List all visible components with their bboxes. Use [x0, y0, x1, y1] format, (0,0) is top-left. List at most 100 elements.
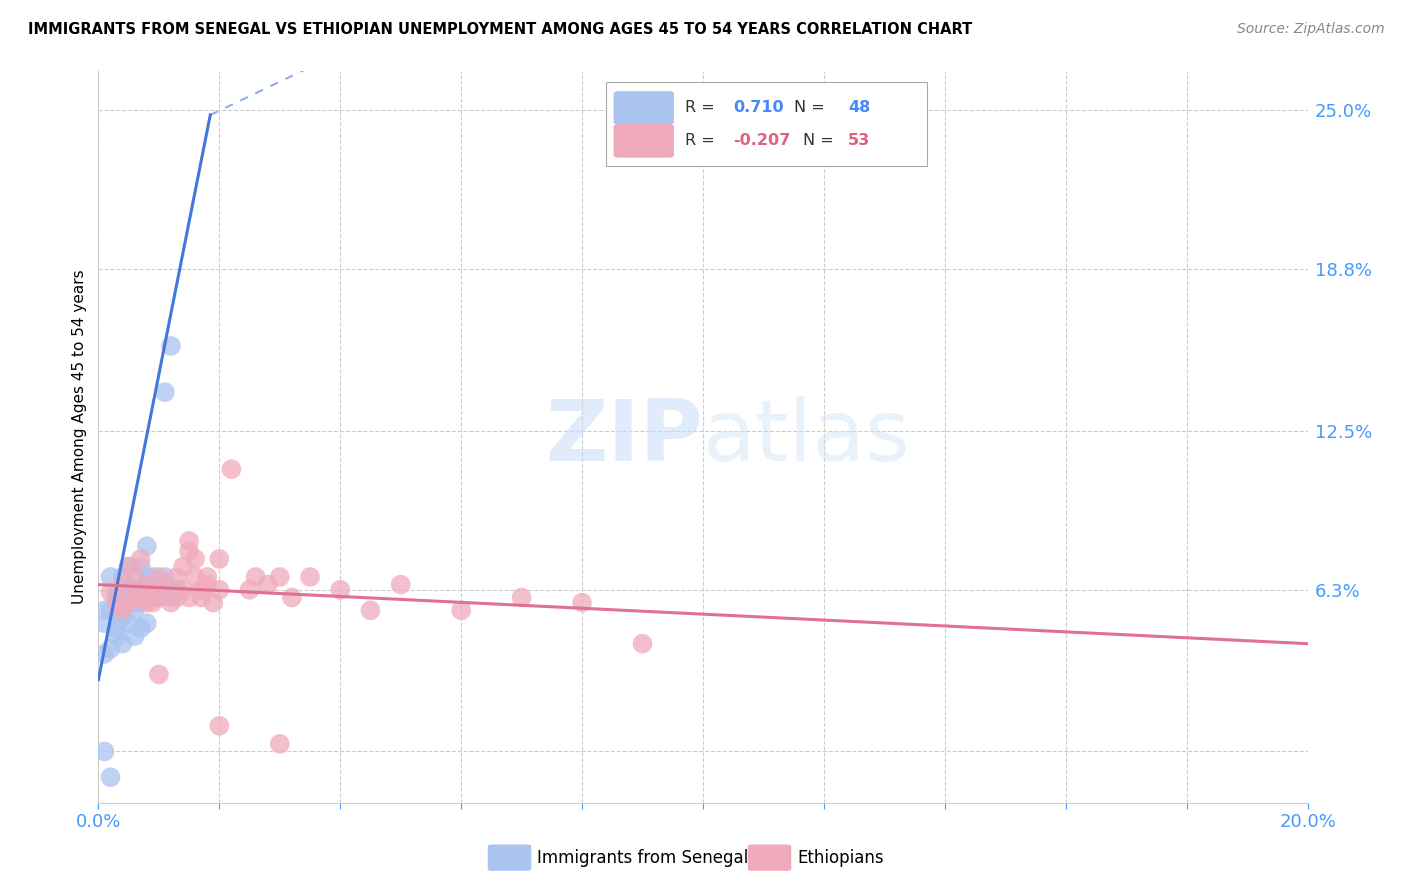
- FancyBboxPatch shape: [613, 124, 673, 158]
- Point: [100, 585, 122, 599]
- Point: [118, 596, 141, 610]
- FancyBboxPatch shape: [613, 91, 673, 125]
- Point: [172, 559, 194, 574]
- Point: [111, 611, 134, 625]
- Text: IMMIGRANTS FROM SENEGAL VS ETHIOPIAN UNEMPLOYMENT AMONG AGES 45 TO 54 YEARS CORR: IMMIGRANTS FROM SENEGAL VS ETHIOPIAN UNE…: [28, 22, 973, 37]
- Point: [195, 570, 218, 584]
- Point: [93, 744, 115, 758]
- Point: [135, 570, 157, 584]
- Point: [105, 629, 128, 643]
- Point: [160, 596, 183, 610]
- Text: atlas: atlas: [703, 395, 911, 479]
- Point: [256, 577, 278, 591]
- Point: [142, 570, 165, 584]
- Point: [124, 596, 146, 610]
- Point: [190, 582, 212, 597]
- Point: [208, 552, 231, 566]
- Point: [93, 616, 115, 631]
- Point: [221, 462, 243, 476]
- Point: [148, 582, 170, 597]
- Point: [160, 582, 183, 597]
- Point: [135, 616, 157, 631]
- Point: [129, 591, 152, 605]
- Point: [329, 582, 352, 597]
- Point: [148, 591, 170, 605]
- Point: [160, 591, 183, 605]
- Point: [153, 577, 176, 591]
- Point: [389, 577, 412, 591]
- Point: [118, 577, 141, 591]
- Point: [135, 591, 157, 605]
- Point: [111, 637, 134, 651]
- Text: N =: N =: [803, 133, 839, 148]
- Point: [111, 596, 134, 610]
- Point: [118, 591, 141, 605]
- Point: [105, 611, 128, 625]
- Point: [245, 570, 267, 584]
- Point: [105, 591, 128, 605]
- Point: [124, 585, 146, 599]
- Point: [281, 591, 304, 605]
- Text: 0.710: 0.710: [734, 101, 785, 115]
- Point: [202, 596, 225, 610]
- FancyBboxPatch shape: [606, 82, 927, 167]
- Point: [510, 591, 533, 605]
- Text: R =: R =: [685, 101, 720, 115]
- Point: [571, 596, 593, 610]
- Point: [153, 570, 176, 584]
- Point: [124, 591, 146, 605]
- Point: [124, 603, 146, 617]
- Point: [148, 582, 170, 597]
- Text: 48: 48: [848, 101, 870, 115]
- Point: [135, 539, 157, 553]
- Point: [118, 596, 141, 610]
- Point: [142, 582, 165, 597]
- Point: [269, 737, 291, 751]
- Point: [142, 596, 165, 610]
- Point: [135, 596, 157, 610]
- Point: [142, 591, 165, 605]
- Point: [135, 577, 157, 591]
- Point: [631, 637, 654, 651]
- Text: 53: 53: [848, 133, 870, 148]
- Point: [208, 582, 231, 597]
- Point: [118, 616, 141, 631]
- Point: [184, 552, 207, 566]
- Point: [148, 591, 170, 605]
- Point: [124, 570, 146, 584]
- Point: [105, 621, 128, 635]
- Point: [111, 577, 134, 591]
- Point: [129, 591, 152, 605]
- Point: [105, 596, 128, 610]
- Point: [269, 570, 291, 584]
- Point: [129, 552, 152, 566]
- Point: [160, 339, 183, 353]
- Text: R =: R =: [685, 133, 720, 148]
- Point: [100, 770, 122, 784]
- Point: [450, 603, 472, 617]
- Point: [299, 570, 322, 584]
- Point: [148, 667, 170, 681]
- FancyBboxPatch shape: [488, 845, 531, 871]
- Point: [93, 647, 115, 661]
- Text: Source: ZipAtlas.com: Source: ZipAtlas.com: [1237, 22, 1385, 37]
- FancyBboxPatch shape: [748, 845, 792, 871]
- Point: [166, 591, 188, 605]
- Point: [124, 629, 146, 643]
- Text: Immigrants from Senegal: Immigrants from Senegal: [537, 848, 748, 867]
- Point: [100, 603, 122, 617]
- Point: [208, 719, 231, 733]
- Point: [135, 591, 157, 605]
- Point: [172, 582, 194, 597]
- Text: ZIP: ZIP: [546, 395, 703, 479]
- Point: [93, 603, 115, 617]
- Point: [124, 582, 146, 597]
- Text: -0.207: -0.207: [734, 133, 790, 148]
- Point: [166, 570, 188, 584]
- Point: [360, 603, 382, 617]
- Point: [179, 591, 201, 605]
- Point: [195, 577, 218, 591]
- Point: [100, 570, 122, 584]
- Point: [179, 544, 201, 558]
- Point: [239, 582, 262, 597]
